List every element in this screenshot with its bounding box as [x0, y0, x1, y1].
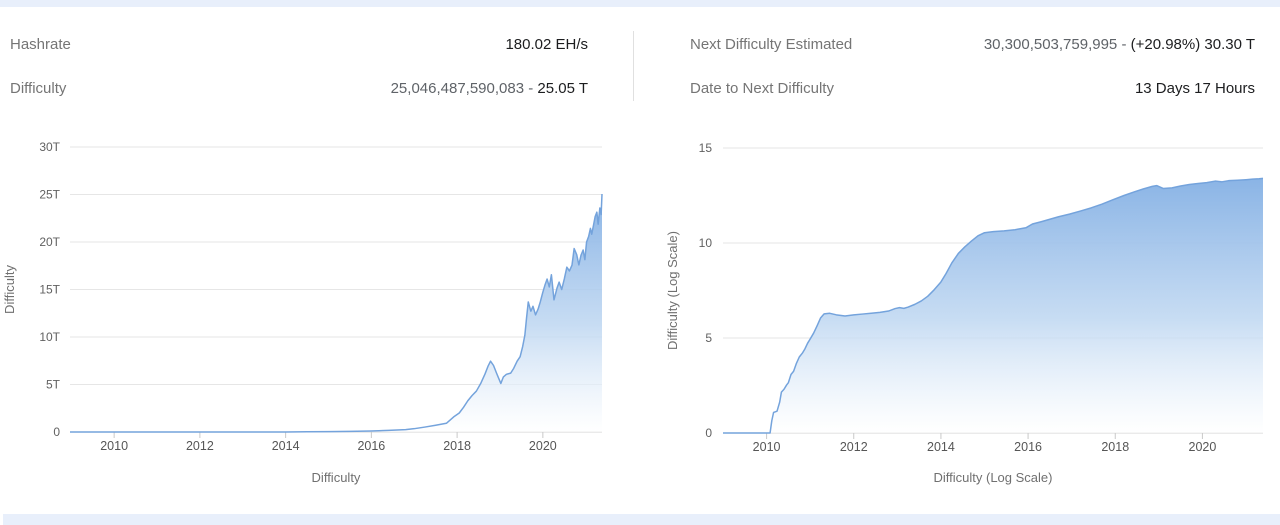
y-axis-title: Difficulty (Log Scale)	[665, 231, 680, 350]
difficulty-log-chart[interactable]: 0 5 10 15 2010 2012 2014 2016 2018 2020 Difficulty…	[640, 130, 1280, 515]
y-tick-label: 0	[705, 426, 712, 440]
x-tick-label: 2012	[840, 440, 868, 454]
hashrate-value: 180.02 EH/s	[505, 36, 588, 53]
x-tick-label: 2010	[753, 440, 781, 454]
difficulty-label: Difficulty	[10, 80, 67, 97]
hashrate-label: Hashrate	[10, 36, 71, 53]
x-tick-label: 2016	[357, 439, 385, 453]
difficulty-linear-chart[interactable]: 0 5T 10T 15T 20T 25T 30T 2010 2012 2014 2016 2018 20…	[0, 130, 640, 515]
date-to-next-label: Date to Next Difficulty	[690, 80, 834, 97]
y-tick-label: 30T	[39, 140, 60, 154]
y-tick-label: 15T	[39, 283, 60, 297]
x-tick-label: 2012	[186, 439, 214, 453]
top-accent-bar	[0, 0, 1280, 7]
y-tick-label: 5T	[46, 378, 61, 392]
bottom-accent-bar	[3, 514, 1280, 525]
area-series-line	[69, 193, 603, 433]
y-tick-label: 10T	[39, 330, 60, 344]
stats-panel-next: Next Difficulty Estimated 30,300,503,759…	[690, 0, 1255, 110]
x-axis-title: Difficulty	[312, 470, 361, 485]
area-series-fill	[70, 194, 602, 432]
difficulty-linear-chart-svg: 0 5T 10T 15T 20T 25T 30T 2010 2012 2014 2016 2018 20…	[2, 140, 603, 485]
difficulty-log-chart-svg: 0 5 10 15 2010 2012 2014 2016 2018 2020 Difficulty…	[665, 141, 1264, 485]
stat-row-difficulty: Difficulty 25,046,487,590,083 - 25.05 T	[10, 80, 588, 97]
x-tick-label: 2020	[529, 439, 557, 453]
stat-row-hashrate: Hashrate 180.02 EH/s	[10, 36, 588, 53]
date-to-next-value: 13 Days 17 Hours	[1134, 80, 1255, 97]
y-tick-label: 20T	[39, 235, 60, 249]
x-tick-label: 2020	[1189, 440, 1217, 454]
x-tick-label: 2014	[927, 440, 955, 454]
stat-row-date-to-next: Date to Next Difficulty 13 Days 17 Hours	[690, 80, 1255, 97]
x-tick-label: 2018	[443, 439, 471, 453]
y-tick-label: 0	[53, 425, 60, 439]
stat-row-next-difficulty: Next Difficulty Estimated 30,300,503,759…	[690, 36, 1255, 53]
y-axis-title: Difficulty	[2, 265, 17, 314]
x-tick-label: 2014	[272, 439, 300, 453]
x-tick-label: 2016	[1014, 440, 1042, 454]
area-series-fill	[723, 178, 1263, 433]
next-difficulty-label: Next Difficulty Estimated	[690, 36, 853, 53]
x-axis	[70, 431, 602, 438]
x-axis-title: Difficulty (Log Scale)	[934, 470, 1053, 485]
area-series-line	[723, 177, 1264, 434]
x-tick-label: 2010	[100, 439, 128, 453]
next-difficulty-value: 30,300,503,759,995 - (+20.98%) 30.30 T	[983, 36, 1255, 53]
y-tick-label: 25T	[39, 188, 60, 202]
y-tick-label: 5	[705, 331, 712, 345]
stats-divider	[633, 31, 634, 101]
y-tick-label: 15	[699, 141, 713, 155]
x-tick-label: 2018	[1101, 440, 1129, 454]
difficulty-value: 25,046,487,590,083 - 25.05 T	[390, 80, 588, 97]
y-tick-label: 10	[699, 236, 713, 250]
stats-panel-current: Hashrate 180.02 EH/s Difficulty 25,046,4…	[10, 0, 588, 110]
x-axis	[723, 432, 1263, 439]
